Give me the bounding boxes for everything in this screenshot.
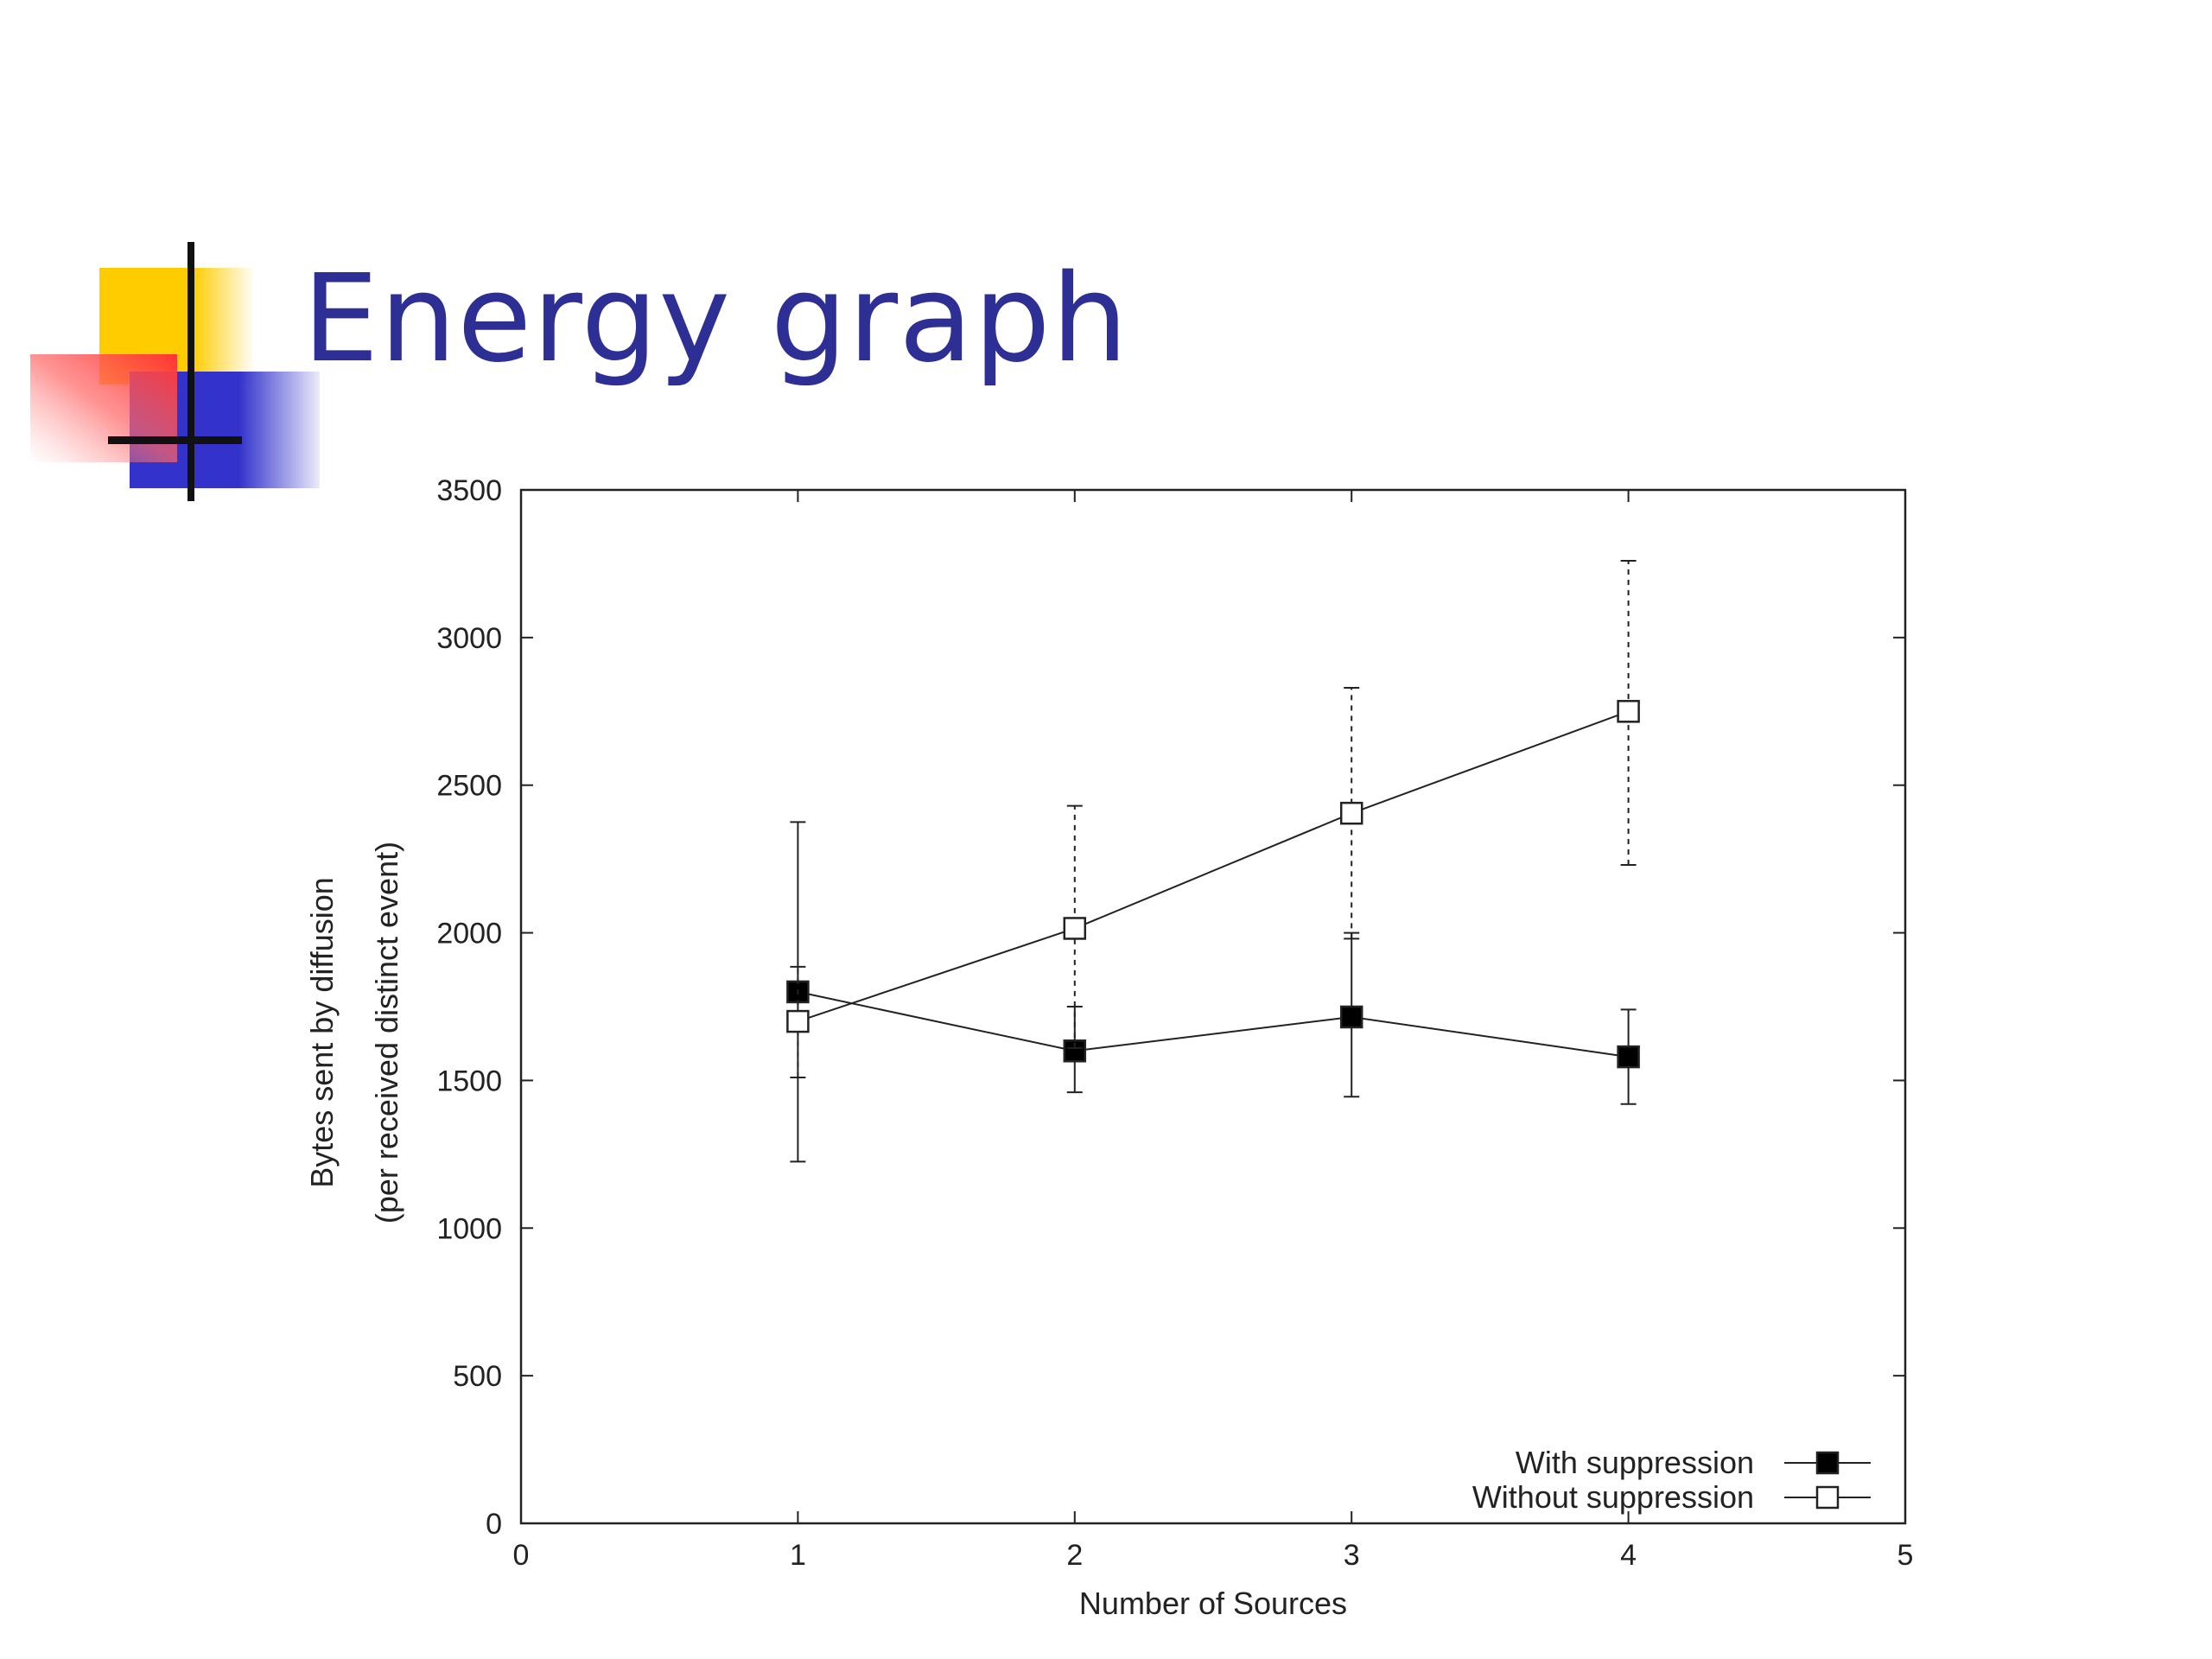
logo-horizontal-bar bbox=[108, 436, 242, 444]
x-tick-label: 3 bbox=[1344, 1539, 1360, 1572]
y-tick-label: 3000 bbox=[436, 622, 502, 655]
legend-label: Without suppression bbox=[1472, 1479, 1754, 1515]
data-point bbox=[1617, 700, 1640, 723]
legend-marker bbox=[1815, 1485, 1840, 1510]
data-point bbox=[786, 1009, 810, 1033]
slide-title: Energy graph bbox=[302, 249, 1129, 390]
y-tick-label: 3500 bbox=[436, 474, 502, 507]
plot-frame bbox=[519, 488, 1907, 1525]
y-tick-label: 0 bbox=[486, 1508, 502, 1541]
data-point bbox=[1617, 1045, 1640, 1069]
y-tick-label: 2000 bbox=[436, 918, 502, 950]
slide-logo-decoration bbox=[30, 242, 320, 501]
x-tick-label: 2 bbox=[1066, 1539, 1083, 1572]
series-line bbox=[798, 990, 1629, 1058]
y-axis-subtitle: (per received distinct event) bbox=[369, 842, 404, 1224]
y-tick-label: 500 bbox=[453, 1360, 502, 1393]
x-axis-title: Number of Sources bbox=[1079, 1586, 1347, 1621]
series-line bbox=[798, 710, 1629, 1023]
x-tick-label: 4 bbox=[1620, 1539, 1637, 1572]
x-tick-label: 1 bbox=[790, 1539, 806, 1572]
y-tick-label: 1500 bbox=[436, 1065, 502, 1097]
legend-label: With suppression bbox=[1516, 1445, 1754, 1480]
data-point bbox=[1339, 801, 1363, 825]
x-tick-label: 0 bbox=[513, 1539, 530, 1572]
data-point bbox=[1063, 917, 1087, 940]
y-tick-label: 2500 bbox=[436, 770, 502, 803]
data-point bbox=[1339, 1005, 1363, 1029]
y-axis-title: Bytes sent by diffusion bbox=[304, 877, 340, 1188]
logo-red-square bbox=[30, 354, 177, 462]
x-tick-label: 5 bbox=[1897, 1539, 1914, 1572]
logo-vertical-bar bbox=[188, 242, 194, 501]
y-tick-label: 1000 bbox=[436, 1212, 502, 1245]
legend-marker bbox=[1815, 1451, 1840, 1475]
